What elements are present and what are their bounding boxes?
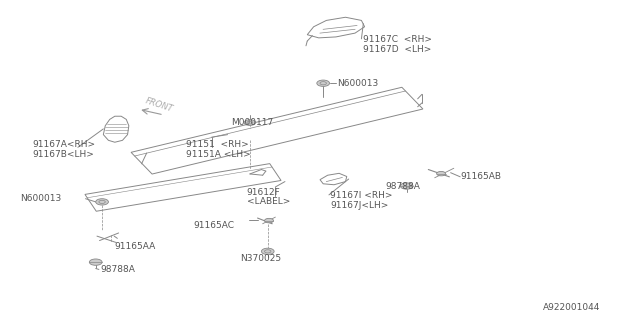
Text: N600013: N600013	[337, 79, 378, 88]
Text: 91167I <RH>: 91167I <RH>	[330, 191, 393, 200]
Text: 91165AC: 91165AC	[194, 220, 235, 229]
Text: 91151  <RH>: 91151 <RH>	[186, 140, 249, 149]
Text: 91165AB: 91165AB	[460, 172, 501, 181]
Circle shape	[264, 218, 273, 223]
Text: N600013: N600013	[20, 194, 61, 203]
Text: 91167J<LH>: 91167J<LH>	[330, 201, 388, 210]
Text: 91151A <LH>: 91151A <LH>	[186, 150, 251, 159]
Circle shape	[436, 172, 445, 176]
Text: 98788A: 98788A	[100, 265, 135, 274]
Text: FRONT: FRONT	[145, 97, 175, 114]
Text: 91612F: 91612F	[246, 188, 280, 197]
Text: <LABEL>: <LABEL>	[246, 197, 290, 206]
Text: N370025: N370025	[241, 254, 282, 263]
Text: M000117: M000117	[231, 118, 273, 127]
Text: 91167D  <LH>: 91167D <LH>	[364, 45, 432, 54]
Circle shape	[261, 248, 274, 254]
Text: A922001044: A922001044	[543, 303, 600, 312]
Text: 91167A<RH>: 91167A<RH>	[32, 140, 95, 149]
Circle shape	[90, 259, 102, 265]
Text: 91165AA: 91165AA	[115, 242, 156, 251]
Text: 91167B<LH>: 91167B<LH>	[32, 150, 94, 159]
Circle shape	[96, 199, 108, 205]
Text: 98788A: 98788A	[386, 182, 420, 191]
Circle shape	[244, 120, 255, 125]
Text: 91167C  <RH>: 91167C <RH>	[364, 35, 433, 44]
Circle shape	[317, 80, 330, 86]
Circle shape	[400, 183, 413, 189]
